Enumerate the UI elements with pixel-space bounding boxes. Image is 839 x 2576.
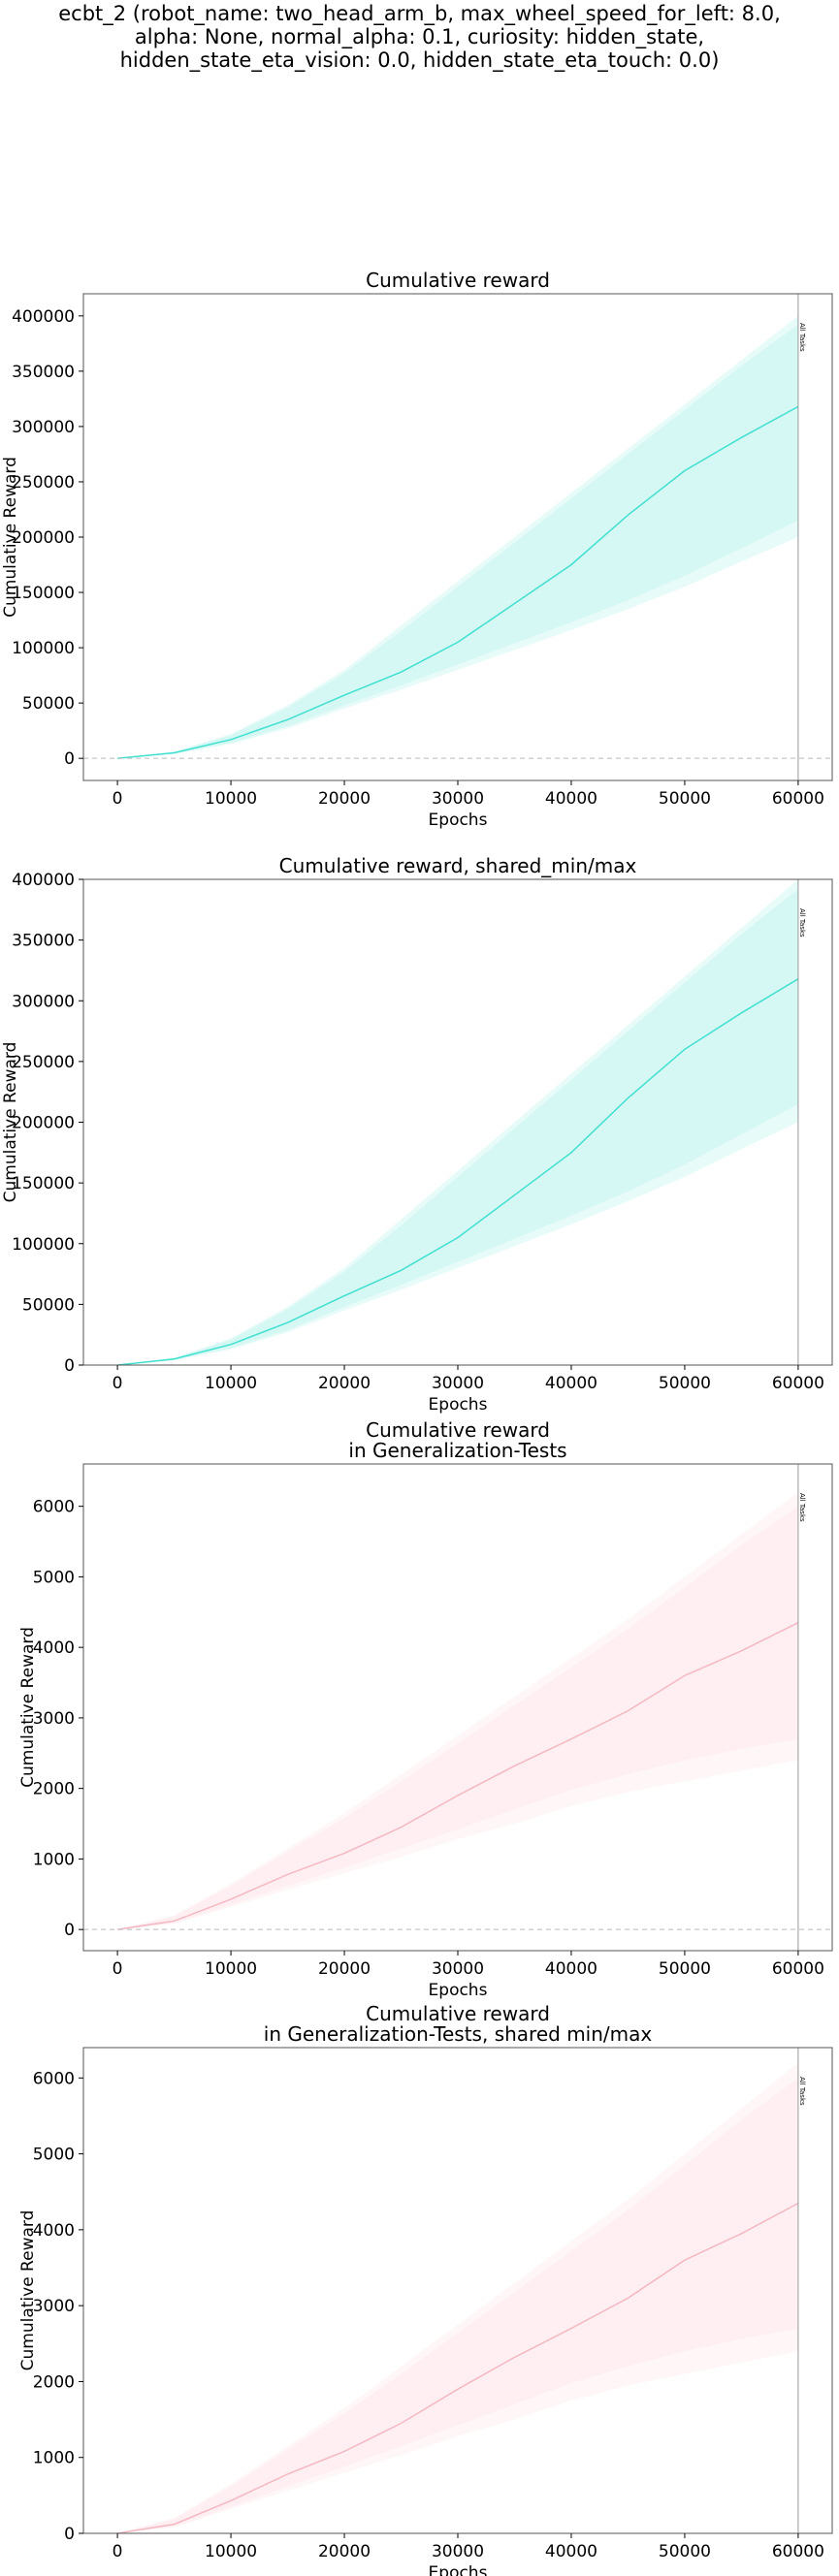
y-tick-label: 100000: [12, 1235, 75, 1255]
series-spread-band: [117, 889, 798, 1365]
series-mean-line: [117, 405, 799, 759]
x-tick-label: 60000: [772, 1374, 824, 1393]
x-tick-label: 50000: [659, 2542, 711, 2561]
x-tick-label: 20000: [318, 2542, 371, 2561]
y-axis-label: Cumulative Reward: [1, 457, 20, 618]
series-mean-line: [116, 1622, 799, 1930]
x-tick-label: 60000: [772, 2542, 824, 2561]
y-tick-label: 1000: [33, 1850, 75, 1869]
x-tick-label: 10000: [205, 789, 257, 809]
y-tick-label: 4000: [33, 1638, 75, 1658]
chart-title: in Generalization-Tests, shared min/max: [264, 2022, 653, 2046]
x-tick-label: 40000: [545, 789, 597, 809]
chart-title: Cumulative reward: [366, 1418, 550, 1442]
chart-title: in Generalization-Tests: [348, 1439, 566, 1462]
x-tick-label: 30000: [432, 789, 484, 809]
task-vline-label: All Tasks: [798, 323, 806, 352]
x-tick-label: 0: [113, 2542, 123, 2561]
y-axis-label: Cumulative Reward: [18, 2210, 38, 2371]
y-tick-label: 400000: [12, 307, 75, 327]
y-axis-label: Cumulative Reward: [1, 1042, 20, 1203]
figure-suptitle: ecbt_2 (robot_name: two_head_arm_b, max_…: [0, 2, 839, 72]
suptitle-line-2: alpha: None, normal_alpha: 0.1, curiosit…: [134, 25, 705, 48]
y-tick-label: 4000: [33, 2221, 75, 2241]
y-tick-label: 5000: [33, 1568, 75, 1587]
plot-area: [83, 315, 832, 759]
series-mean-line: [117, 978, 799, 1365]
y-tick-label: 250000: [12, 1053, 75, 1072]
x-tick-label: 30000: [432, 1374, 484, 1393]
x-axis-label: Epochs: [429, 2563, 488, 2576]
y-tick-label: 5000: [33, 2146, 75, 2165]
y-tick-label: 350000: [12, 932, 75, 951]
x-axis-label: Epochs: [429, 1395, 488, 1415]
y-tick-label: 3000: [33, 2297, 75, 2316]
x-tick-label: 10000: [205, 2542, 257, 2561]
y-tick-label: 0: [64, 1921, 75, 1940]
x-tick-label: 20000: [318, 1374, 371, 1393]
plot-area: [83, 1492, 832, 1930]
suptitle-line-3: hidden_state_eta_vision: 0.0, hidden_sta…: [119, 48, 720, 72]
chart-2: Cumulative reward, shared_min/max All Tas…: [1, 854, 833, 1415]
x-axis-label: Epochs: [429, 1981, 488, 2000]
series-spread-band: [117, 324, 798, 759]
x-axis-label: Epochs: [429, 811, 488, 830]
plot-area: [117, 879, 799, 1365]
x-tick-label: 40000: [545, 1374, 597, 1393]
chart-title: Cumulative reward: [366, 2002, 550, 2025]
task-vline-label: All Tasks: [798, 1493, 806, 1522]
x-tick-label: 40000: [545, 2542, 597, 2561]
y-tick-label: 0: [64, 2525, 75, 2544]
chart-title: Cumulative reward: [366, 269, 550, 292]
y-tick-label: 50000: [22, 694, 75, 714]
x-tick-label: 30000: [432, 1959, 484, 1979]
x-tick-label: 0: [113, 1959, 123, 1979]
y-axis-label: Cumulative Reward: [18, 1627, 38, 1788]
series-spread-band: [117, 2078, 798, 2533]
y-tick-label: 0: [64, 1356, 75, 1376]
chart-title: Cumulative reward, shared_min/max: [279, 854, 637, 877]
y-tick-label: 0: [64, 749, 75, 769]
y-tick-label: 300000: [12, 418, 75, 437]
x-tick-label: 60000: [772, 789, 824, 809]
chart-1: Cumulative reward All Tasks 0 10000 20000 300…: [1, 269, 833, 830]
x-tick-label: 20000: [318, 789, 371, 809]
x-tick-label: 20000: [318, 1959, 371, 1979]
y-tick-label: 150000: [12, 1174, 75, 1193]
y-tick-label: 3000: [33, 1709, 75, 1729]
y-tick-label: 100000: [12, 639, 75, 658]
y-tick-label: 350000: [12, 363, 75, 382]
x-tick-label: 10000: [205, 1374, 257, 1393]
y-tick-label: 150000: [12, 584, 75, 603]
series-mean-line: [116, 2202, 799, 2533]
y-tick-label: 2000: [33, 2372, 75, 2392]
plot-area: [116, 2062, 799, 2533]
y-tick-label: 1000: [33, 2449, 75, 2468]
y-tick-label: 50000: [22, 1295, 75, 1315]
x-tick-label: 10000: [205, 1959, 257, 1979]
x-tick-label: 60000: [772, 1959, 824, 1979]
y-tick-label: 200000: [12, 1114, 75, 1133]
x-tick-label: 50000: [659, 1959, 711, 1979]
y-tick-label: 300000: [12, 992, 75, 1011]
y-tick-label: 250000: [12, 473, 75, 493]
y-tick-label: 400000: [12, 871, 75, 890]
y-tick-label: 6000: [33, 1498, 75, 1517]
x-tick-label: 0: [113, 1374, 123, 1393]
x-tick-label: 50000: [659, 789, 711, 809]
x-tick-label: 40000: [545, 1959, 597, 1979]
x-tick-label: 30000: [432, 2542, 484, 2561]
suptitle-line-1: ecbt_2 (robot_name: two_head_arm_b, max_…: [58, 2, 781, 25]
y-tick-label: 2000: [33, 1780, 75, 1799]
x-tick-label: 50000: [659, 1374, 711, 1393]
task-vline-label: All Tasks: [798, 2077, 806, 2106]
series-spread-band: [117, 1506, 798, 1930]
task-vline-label: All Tasks: [798, 908, 806, 938]
x-tick-label: 0: [113, 789, 123, 809]
y-tick-label: 6000: [33, 2069, 75, 2088]
y-tick-label: 200000: [12, 528, 75, 548]
